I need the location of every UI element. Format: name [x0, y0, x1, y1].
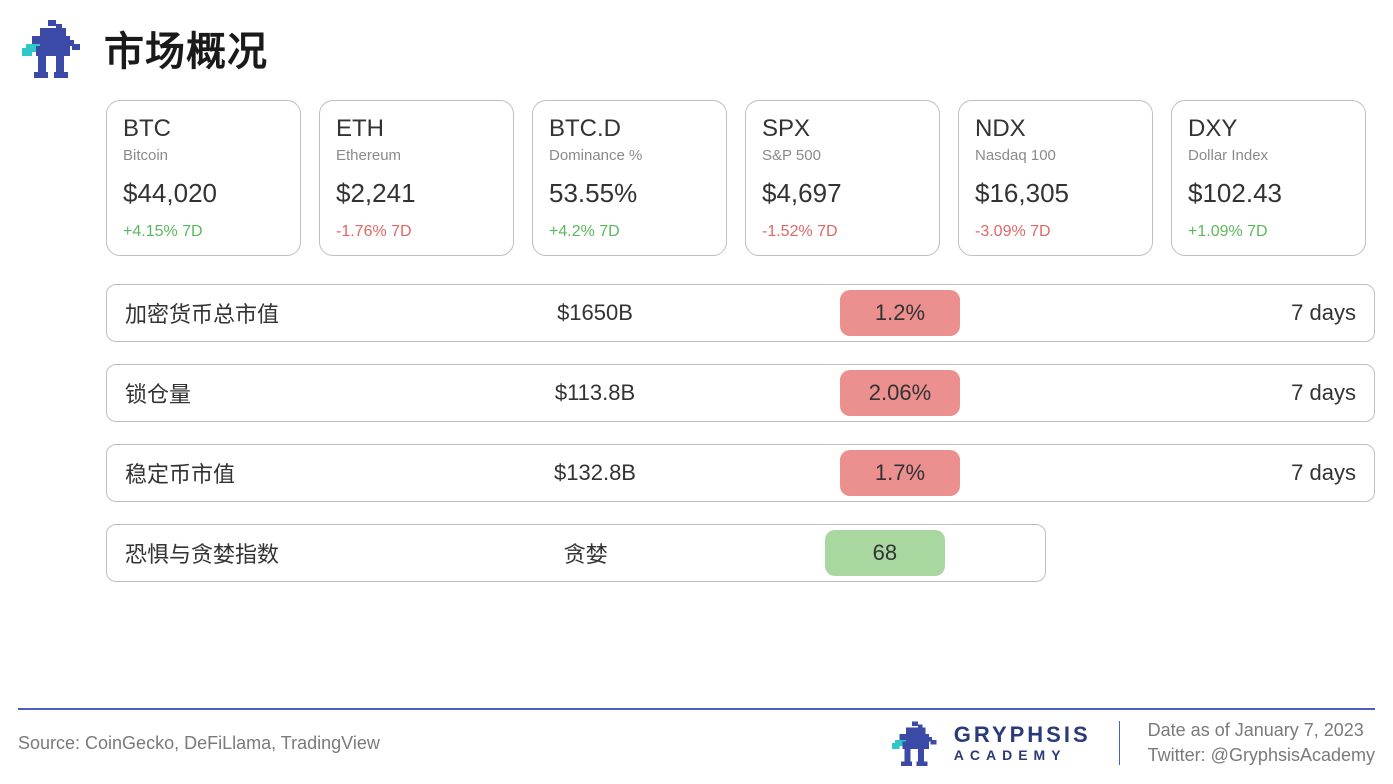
- card-name: Dominance %: [549, 147, 710, 164]
- footer-brand: GRYPHSIS ACADEMY: [888, 720, 1091, 766]
- card-name: Dollar Index: [1188, 147, 1349, 164]
- card-ndx: NDX Nasdaq 100 $16,305 -3.09% 7D: [958, 100, 1153, 256]
- card-value: $44,020: [123, 178, 284, 209]
- card-value: 53.55%: [549, 178, 710, 209]
- card-change: +4.2% 7D: [549, 223, 710, 241]
- metric-label: 恐惧与贪婪指数: [125, 537, 429, 569]
- card-value: $102.43: [1188, 178, 1349, 209]
- footer-date: Date as of January 7, 2023: [1148, 720, 1375, 741]
- brand-top: GRYPHSIS: [954, 724, 1091, 746]
- header: 市场概况: [18, 18, 1375, 78]
- metric-total-marketcap: 加密货币总市值 $1650B 1.2% 7 days: [106, 284, 1375, 342]
- metric-label: 锁仓量: [125, 377, 435, 409]
- brand-bottom: ACADEMY: [954, 748, 1091, 762]
- footer-meta: Date as of January 7, 2023 Twitter: @Gry…: [1148, 720, 1375, 766]
- metric-badge-wrap: 1.2%: [755, 290, 1045, 336]
- card-symbol: BTC: [123, 115, 284, 143]
- metric-badge-wrap: 1.7%: [755, 450, 1045, 496]
- card-value: $2,241: [336, 178, 497, 209]
- metric-tvl: 锁仓量 $113.8B 2.06% 7 days: [106, 364, 1375, 422]
- card-name: S&P 500: [762, 147, 923, 164]
- footer-source: Source: CoinGecko, DeFiLlama, TradingVie…: [18, 733, 380, 754]
- card-change: -1.52% 7D: [762, 223, 923, 241]
- metric-period: 7 days: [1045, 380, 1356, 406]
- metric-period: 7 days: [1045, 460, 1356, 486]
- metric-label: 稳定币市值: [125, 457, 435, 489]
- metric-badge-wrap: 2.06%: [755, 370, 1045, 416]
- card-change: +4.15% 7D: [123, 223, 284, 241]
- metric-value: $132.8B: [435, 460, 755, 486]
- metric-badge: 2.06%: [840, 370, 960, 416]
- metric-badge-wrap: 68: [743, 530, 1027, 576]
- card-name: Ethereum: [336, 147, 497, 164]
- gryphsis-footer-logo-icon: [888, 720, 942, 766]
- card-change: -1.76% 7D: [336, 223, 497, 241]
- card-name: Nasdaq 100: [975, 147, 1136, 164]
- card-change: -3.09% 7D: [975, 223, 1136, 241]
- metric-value: $113.8B: [435, 380, 755, 406]
- card-btc: BTC Bitcoin $44,020 +4.15% 7D: [106, 100, 301, 256]
- footer-brand-name: GRYPHSIS ACADEMY: [954, 724, 1091, 762]
- footer-separator: [1119, 721, 1120, 765]
- card-eth: ETH Ethereum $2,241 -1.76% 7D: [319, 100, 514, 256]
- card-symbol: SPX: [762, 115, 923, 143]
- card-symbol: DXY: [1188, 115, 1349, 143]
- card-name: Bitcoin: [123, 147, 284, 164]
- metric-badge: 68: [825, 530, 945, 576]
- card-symbol: NDX: [975, 115, 1136, 143]
- card-value: $16,305: [975, 178, 1136, 209]
- footer-row: Source: CoinGecko, DeFiLlama, TradingVie…: [18, 720, 1375, 766]
- metric-stablecoin: 稳定币市值 $132.8B 1.7% 7 days: [106, 444, 1375, 502]
- card-symbol: ETH: [336, 115, 497, 143]
- card-btcd: BTC.D Dominance % 53.55% +4.2% 7D: [532, 100, 727, 256]
- metric-badge: 1.7%: [840, 450, 960, 496]
- metric-badge: 1.2%: [840, 290, 960, 336]
- card-symbol: BTC.D: [549, 115, 710, 143]
- market-cards-row: BTC Bitcoin $44,020 +4.15% 7D ETH Ethere…: [106, 100, 1375, 256]
- page-title: 市场概况: [104, 19, 268, 77]
- gryphsis-logo-icon: [18, 18, 86, 78]
- card-change: +1.09% 7D: [1188, 223, 1349, 241]
- metric-rows: 加密货币总市值 $1650B 1.2% 7 days 锁仓量 $113.8B 2…: [106, 284, 1375, 582]
- metric-period: 7 days: [1045, 300, 1356, 326]
- footer: Source: CoinGecko, DeFiLlama, TradingVie…: [18, 708, 1375, 766]
- footer-divider: [18, 708, 1375, 710]
- metric-fear-greed: 恐惧与贪婪指数 贪婪 68: [106, 524, 1046, 582]
- card-spx: SPX S&P 500 $4,697 -1.52% 7D: [745, 100, 940, 256]
- footer-twitter: Twitter: @GryphsisAcademy: [1148, 745, 1375, 766]
- metric-label: 加密货币总市值: [125, 297, 435, 329]
- metric-value: $1650B: [435, 300, 755, 326]
- card-value: $4,697: [762, 178, 923, 209]
- card-dxy: DXY Dollar Index $102.43 +1.09% 7D: [1171, 100, 1366, 256]
- metric-value: 贪婪: [429, 537, 743, 569]
